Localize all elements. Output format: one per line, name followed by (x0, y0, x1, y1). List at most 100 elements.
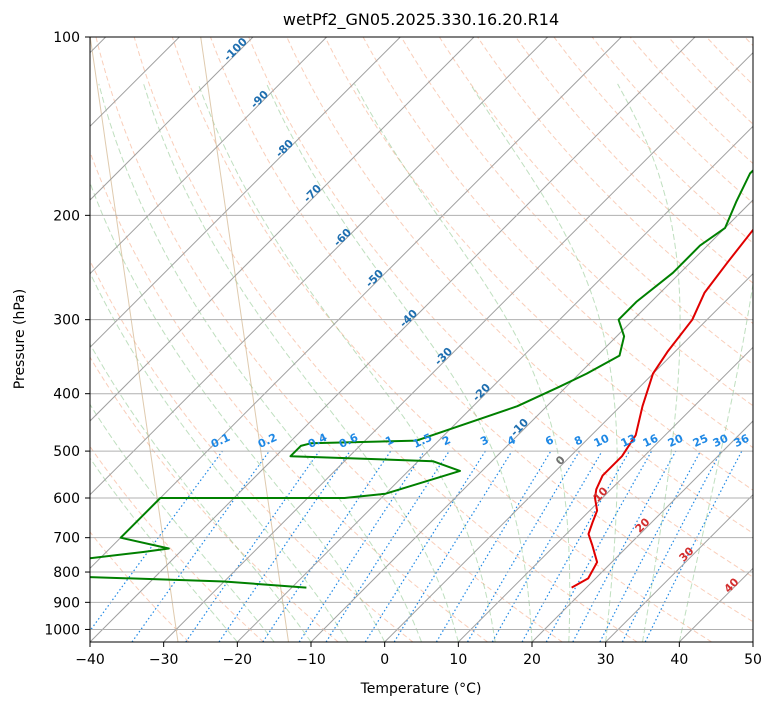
dry-adiabat-label: -80 (273, 137, 296, 160)
dry-adiabat-label: 30 (677, 544, 697, 564)
mixing-ratio-line (364, 450, 486, 642)
isotherm-line (90, 37, 475, 422)
mixing-ratio-label: 0.6 (337, 431, 360, 451)
isotherm-line (90, 37, 401, 349)
moist-adiabat (90, 271, 349, 642)
moist-adiabat (90, 403, 275, 642)
y-tick-label: 500 (53, 444, 80, 460)
mixing-ratio-line (325, 450, 450, 642)
moist-adiabat (469, 83, 618, 642)
dry-adiabat (171, 37, 712, 642)
y-axis-label: Pressure (hPa) (12, 289, 28, 389)
x-tick-label: 10 (449, 652, 467, 668)
mixing-ratio-label: 36 (732, 432, 752, 450)
grid-lines (90, 37, 753, 642)
isotherm-line (384, 272, 753, 642)
moist-adiabat (617, 83, 681, 642)
mixing-ratio-line (298, 450, 425, 642)
mixing-ratio-line (521, 450, 631, 642)
mixing-ratio-line (185, 450, 320, 642)
x-tick-label: 0 (380, 652, 389, 668)
dry-reference-curve (90, 37, 179, 642)
mixing-ratio-label: 13 (619, 432, 638, 450)
dry-adiabat-label: -40 (397, 307, 420, 330)
x-axis: −40 −30 −20 −10 0 10 20 30 40 50 (75, 642, 762, 668)
mixing-ratio-line (491, 450, 603, 642)
moist-adiabat (266, 83, 533, 642)
isoline-labels: -100-90-80-70-60-50-40-30-20-10010203040… (209, 35, 752, 596)
y-tick-label: 200 (53, 208, 80, 224)
dry-adiabat-label: -90 (248, 88, 271, 111)
x-tick-label: −20 (223, 652, 253, 668)
x-tick-label: −40 (75, 652, 105, 668)
isotherm-line (531, 420, 753, 642)
dry-adiabat (286, 37, 753, 534)
mixing-ratio-line (90, 450, 223, 632)
mixing-ratio-line (466, 450, 580, 642)
y-tick-label: 900 (53, 595, 80, 611)
dry-adiabat (90, 531, 190, 642)
dry-adiabat (90, 259, 414, 642)
mixing-ratio-label: 2 (440, 433, 452, 448)
isotherm-line (310, 199, 753, 642)
dry-adiabat (591, 37, 753, 204)
mixing-ratio-line (621, 450, 722, 642)
dry-adiabat (90, 150, 488, 642)
dry-adiabat-label: -100 (221, 35, 250, 64)
moist-adiabat (90, 457, 238, 642)
dry-adiabat (248, 37, 753, 578)
moist-adiabat (143, 83, 459, 642)
y-tick-label: 300 (53, 313, 80, 329)
isotherm-line (752, 641, 753, 642)
mixing-ratio-line (131, 450, 270, 642)
dry-adiabat-label: -30 (432, 345, 455, 368)
mixing-ratio-label: 0.2 (256, 431, 279, 451)
dry-adiabat (515, 37, 753, 284)
dry-adiabat-label: -60 (331, 226, 354, 249)
dry-reference-curve (0, 37, 68, 642)
isotherm-line (90, 37, 328, 275)
x-tick-label: 20 (523, 652, 541, 668)
background-lines (0, 37, 753, 642)
mixing-ratio-line (218, 450, 351, 642)
dry-adiabat-label: 20 (633, 515, 653, 535)
moist-adiabat (98, 83, 422, 642)
dry-adiabat (210, 37, 753, 623)
plot-frame (89, 36, 754, 643)
x-tick-label: 50 (744, 652, 762, 668)
x-tick-label: 30 (597, 652, 615, 668)
moist-adiabat (197, 83, 496, 642)
moist-adiabat (90, 181, 386, 642)
dry-adiabat (553, 37, 753, 244)
isotherm-line (90, 37, 254, 201)
dry-adiabat (477, 37, 753, 325)
dry-adiabat-label: 40 (722, 575, 742, 595)
y-axis: 100 200 300 400 500 600 700 800 900 1000 (44, 30, 90, 638)
dry-adiabat-label: -70 (301, 182, 324, 205)
dry-adiabat (95, 37, 563, 642)
mixing-ratio-label: 16 (641, 432, 661, 450)
x-tick-label: 40 (670, 652, 688, 668)
chart-title: wetPf2_GN05.2025.330.16.20.R14 (283, 10, 559, 30)
mixing-ratio-line (572, 450, 677, 642)
mixing-ratio-label: 20 (666, 432, 686, 450)
isotherm-line (605, 493, 753, 642)
series-group (90, 169, 753, 589)
y-tick-label: 600 (53, 491, 80, 507)
y-tick-label: 100 (53, 30, 80, 46)
mixing-ratio-label: 25 (691, 432, 710, 450)
mixing-ratio-label: 8 (572, 433, 584, 448)
isotherm-line (163, 51, 753, 642)
y-tick-label: 700 (53, 531, 80, 547)
mixing-ratio-line (262, 450, 392, 642)
y-tick-label: 1000 (44, 622, 80, 638)
dry-adiabat (133, 37, 638, 642)
x-tick-label: −10 (296, 652, 326, 668)
isotherm-line (90, 37, 549, 496)
y-tick-label: 400 (53, 387, 80, 403)
dry-adiabat-label: -20 (470, 381, 493, 404)
mixing-ratio-label: 0.1 (209, 431, 232, 451)
mixing-ratio-label: 0.4 (306, 431, 329, 451)
mixing-ratio-label: 3 (478, 433, 490, 448)
